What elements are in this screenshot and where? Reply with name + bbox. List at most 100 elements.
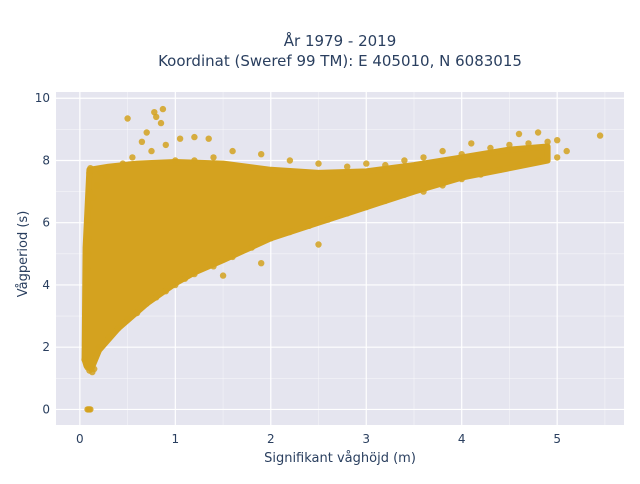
data-point (229, 253, 236, 261)
y-axis-label: Vågperiod (s) (16, 211, 31, 298)
data-point (420, 154, 427, 161)
data-point (401, 157, 408, 164)
data-point (95, 344, 103, 351)
data-point (324, 216, 332, 223)
data-point (210, 263, 217, 270)
data-point (534, 157, 542, 164)
data-point (87, 165, 94, 172)
data-point (172, 281, 179, 289)
x-tick-label: 4 (458, 432, 466, 446)
data-point (344, 210, 351, 217)
data-point (124, 316, 131, 323)
data-point (103, 172, 110, 180)
data-point (86, 219, 93, 226)
data-point (458, 151, 465, 158)
x-tick-label: 3 (362, 432, 370, 446)
data-point (315, 160, 322, 167)
data-point (525, 140, 532, 147)
data-point (124, 115, 131, 122)
x-axis-label: Signifikant våghöjd (m) (264, 451, 416, 466)
data-point (487, 144, 494, 152)
data-point (181, 275, 189, 282)
y-tick-label: 6 (42, 216, 50, 230)
x-tick-label: 5 (553, 432, 561, 446)
data-point (162, 288, 169, 295)
data-point (157, 119, 165, 127)
data-point (554, 137, 561, 144)
data-point (363, 160, 370, 167)
data-point (114, 325, 122, 332)
data-point (468, 140, 475, 147)
data-point (86, 203, 93, 211)
data-point (143, 300, 150, 307)
data-point (138, 138, 146, 145)
data-point (305, 222, 313, 229)
y-tick-label: 2 (42, 340, 50, 354)
data-point (219, 272, 227, 279)
data-point (458, 175, 465, 183)
data-point (191, 157, 198, 164)
data-point (258, 260, 265, 267)
data-point (363, 203, 370, 211)
data-point (119, 160, 127, 167)
data-point (143, 129, 150, 136)
data-point (382, 197, 389, 205)
data-points (81, 105, 604, 413)
data-point (153, 113, 160, 121)
data-point (97, 169, 105, 177)
data-point (496, 166, 504, 173)
data-point (81, 356, 88, 363)
data-point (84, 281, 91, 289)
data-point (210, 154, 217, 161)
data-point (596, 132, 604, 139)
data-point (205, 135, 212, 142)
data-point (258, 151, 265, 158)
data-point (90, 194, 97, 201)
data-point (191, 270, 198, 278)
data-point (401, 191, 408, 198)
y-tick-label: 0 (42, 402, 50, 416)
x-tick-label: 1 (172, 432, 180, 446)
data-point (534, 129, 542, 136)
data-point (286, 228, 294, 236)
data-point (86, 188, 93, 195)
data-point (84, 266, 91, 273)
data-point (229, 147, 236, 155)
data-point (110, 163, 117, 170)
data-point (439, 182, 446, 189)
data-point (85, 250, 92, 257)
x-tick-label: 0 (76, 432, 84, 446)
data-point (83, 325, 90, 332)
x-tick-labels: 0 1 2 3 4 5 (76, 432, 561, 446)
data-point (93, 182, 101, 189)
data-point (83, 297, 90, 304)
data-point (105, 334, 112, 342)
data-point (563, 147, 570, 155)
data-point (477, 171, 484, 178)
data-point (153, 294, 160, 301)
data-point (439, 147, 446, 155)
data-point (420, 188, 427, 195)
data-point (344, 163, 351, 170)
data-point (85, 235, 92, 242)
data-point (133, 309, 141, 317)
chart-title-line-2: Koordinat (Sweref 99 TM): E 405010, N 60… (158, 52, 522, 70)
point-cloud (81, 143, 551, 372)
data-point (148, 147, 155, 155)
data-point (382, 161, 389, 169)
data-point (267, 235, 274, 242)
data-point (315, 241, 322, 248)
data-point (91, 365, 98, 373)
data-point (506, 141, 513, 149)
data-point (544, 138, 551, 145)
point-cloud-area (81, 143, 551, 372)
data-point (159, 105, 167, 113)
y-tick-label: 4 (42, 278, 50, 292)
data-point (286, 157, 294, 164)
data-point (191, 133, 198, 141)
x-tick-label: 2 (267, 432, 275, 446)
data-point (87, 406, 94, 413)
data-point (554, 154, 561, 161)
